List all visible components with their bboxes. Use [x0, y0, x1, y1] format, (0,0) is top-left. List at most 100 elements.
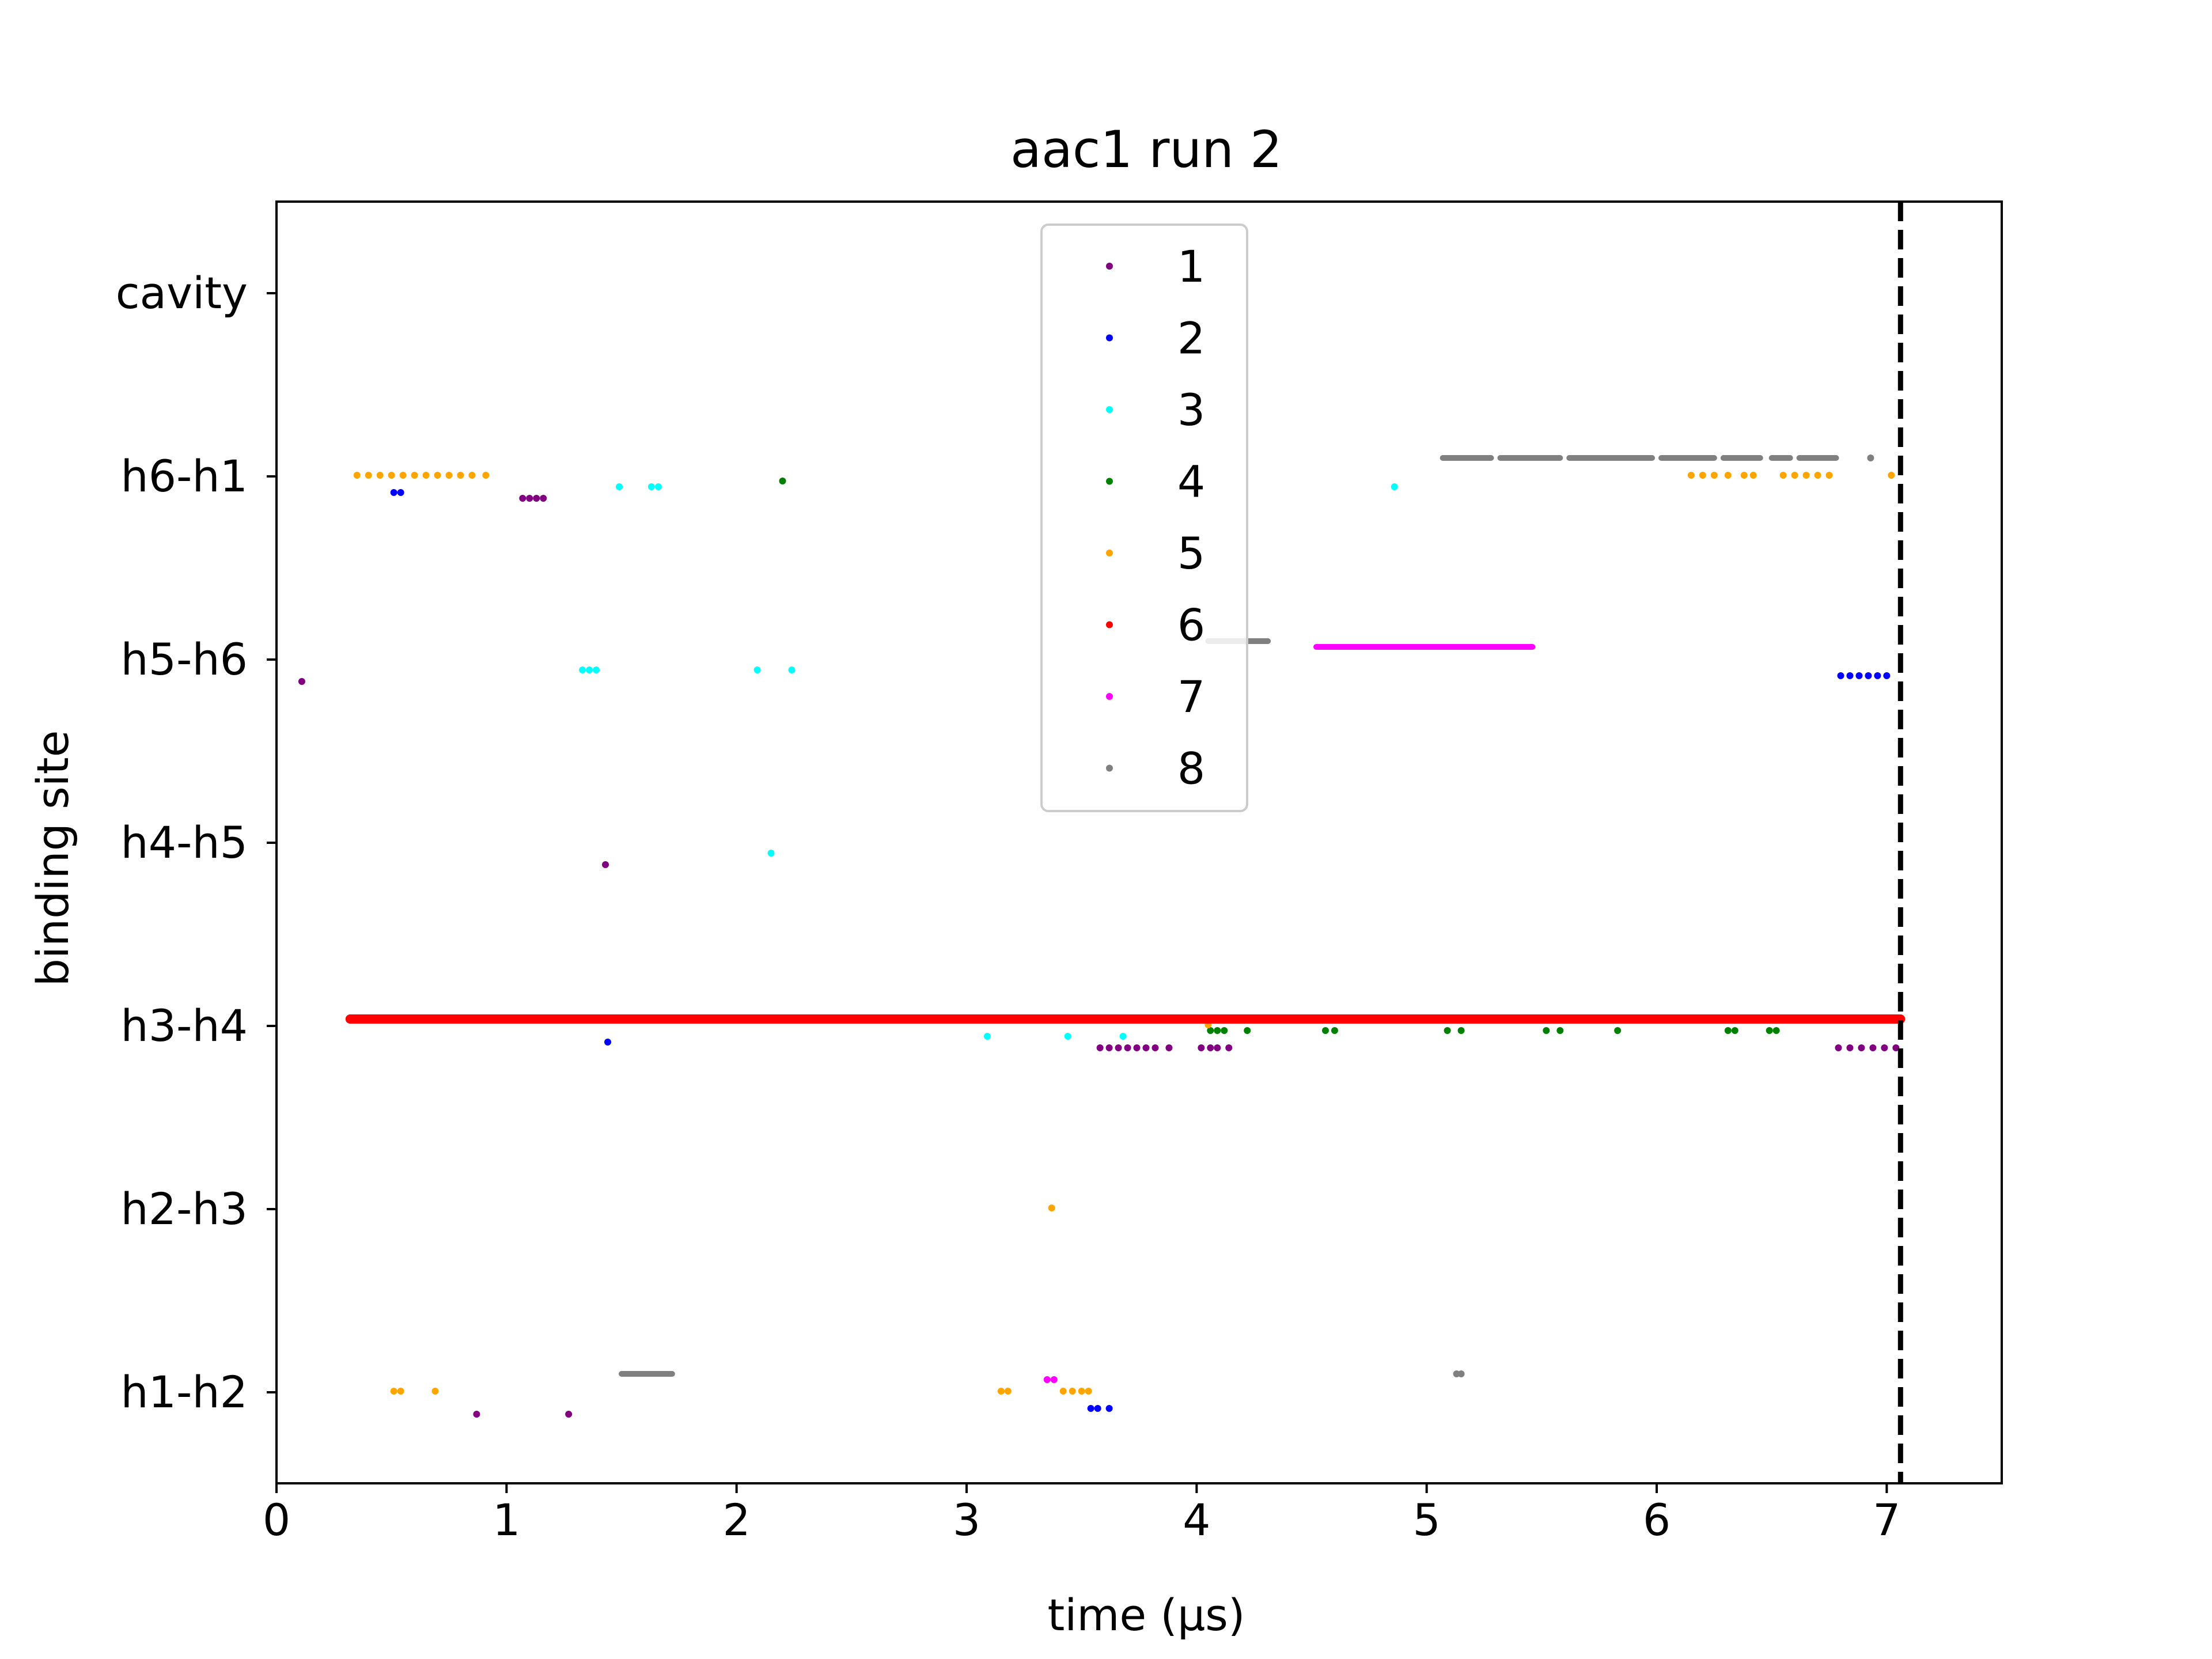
- y-axis-label: binding site: [27, 730, 78, 987]
- legend-label: 3: [1177, 384, 1205, 435]
- data-point: [1105, 1405, 1113, 1412]
- data-point: [1874, 672, 1881, 679]
- x-tick-label: 1: [493, 1494, 520, 1546]
- data-point: [767, 850, 775, 857]
- data-point: [422, 472, 430, 479]
- data-point: [1724, 1027, 1732, 1034]
- data-point: [1087, 1405, 1094, 1412]
- data-point: [1444, 1027, 1451, 1034]
- series-5: [353, 472, 1895, 1395]
- data-point: [1802, 472, 1810, 479]
- data-point: [1699, 472, 1706, 479]
- data-point: [1614, 1027, 1622, 1034]
- data-point: [1865, 672, 1872, 679]
- series-3: [579, 483, 1398, 1040]
- legend-label: 6: [1177, 600, 1205, 651]
- plot-area: [298, 454, 1906, 1418]
- data-point: [1749, 472, 1757, 479]
- data-point: [1244, 1027, 1251, 1034]
- data-point: [1814, 472, 1821, 479]
- data-point: [1152, 1044, 1159, 1051]
- data-point: [1888, 472, 1895, 479]
- data-point: [1710, 472, 1718, 479]
- data-point: [1225, 1044, 1233, 1051]
- data-point: [1124, 1044, 1131, 1051]
- data-point: [1846, 672, 1854, 679]
- data-point: [1779, 472, 1787, 479]
- x-tick-label: 4: [1183, 1494, 1210, 1546]
- data-point: [388, 472, 395, 479]
- data-point: [1867, 454, 1874, 461]
- legend: 1 2 3 4 5 6 7 8: [1040, 224, 1248, 812]
- data-point: [1835, 1044, 1842, 1051]
- data-point: [1050, 1376, 1058, 1383]
- y-tick-label: h2-h3: [121, 1183, 248, 1234]
- y-tick-label: h6-h1: [121, 450, 248, 502]
- data-point: [1043, 1376, 1051, 1383]
- data-point: [586, 666, 593, 673]
- data-point: [519, 495, 527, 502]
- data-point: [1740, 472, 1748, 479]
- data-point: [434, 472, 441, 479]
- data-point: [602, 861, 609, 868]
- data-point: [1837, 672, 1844, 679]
- series-1: [298, 495, 1900, 1418]
- data-point: [616, 483, 623, 490]
- data-point: [788, 666, 796, 673]
- data-point: [1221, 1027, 1228, 1034]
- x-tick-label: 2: [722, 1494, 750, 1546]
- legend-marker: [1106, 334, 1113, 342]
- data-point: [1457, 1370, 1465, 1377]
- data-point: [565, 1411, 573, 1418]
- legend-marker: [1106, 693, 1113, 700]
- data-point: [457, 472, 464, 479]
- series-2: [390, 489, 1891, 1412]
- y-tick-label: h1-h2: [121, 1366, 248, 1418]
- data-point: [482, 472, 490, 479]
- x-tick-label: 7: [1873, 1494, 1900, 1546]
- data-point: [1892, 1044, 1900, 1051]
- data-point: [1165, 1044, 1173, 1051]
- legend-marker: [1106, 550, 1113, 556]
- data-point: [1321, 1027, 1329, 1034]
- data-point: [1825, 472, 1833, 479]
- data-point: [1142, 1044, 1150, 1051]
- data-point: [397, 489, 404, 496]
- x-tick-label: 0: [263, 1494, 290, 1546]
- data-point: [1687, 472, 1695, 479]
- data-point: [399, 472, 407, 479]
- data-point: [1869, 1044, 1877, 1051]
- legend-label: 4: [1177, 456, 1205, 507]
- legend-box: [1040, 224, 1248, 812]
- x-tick-label: 3: [953, 1494, 980, 1546]
- data-point: [1214, 1044, 1221, 1051]
- data-point: [647, 483, 655, 490]
- y-tick-label: h3-h4: [121, 1000, 248, 1051]
- data-point: [353, 472, 361, 479]
- legend-label: 8: [1177, 743, 1205, 794]
- data-point: [365, 472, 372, 479]
- data-point: [397, 1388, 404, 1395]
- data-point: [468, 472, 476, 479]
- data-point: [1883, 672, 1891, 679]
- data-point: [983, 1033, 991, 1040]
- y-tick-label: h4-h5: [121, 817, 248, 868]
- data-point: [411, 472, 418, 479]
- data-point: [540, 495, 547, 502]
- x-tick-label: 5: [1412, 1494, 1440, 1546]
- data-point: [445, 472, 453, 479]
- data-point: [1119, 1033, 1127, 1040]
- data-point: [1772, 1027, 1780, 1034]
- data-point: [1094, 1405, 1101, 1412]
- data-point: [1791, 472, 1798, 479]
- data-point: [1391, 483, 1398, 490]
- y-tick-label: cavity: [116, 267, 248, 319]
- series-4: [779, 478, 1780, 1034]
- data-point: [298, 678, 305, 685]
- data-point: [1085, 1388, 1092, 1395]
- legend-label: 5: [1177, 528, 1205, 579]
- data-point: [1096, 1044, 1104, 1051]
- legend-marker: [1106, 478, 1113, 485]
- data-point: [1855, 672, 1863, 679]
- data-point: [1881, 1044, 1888, 1051]
